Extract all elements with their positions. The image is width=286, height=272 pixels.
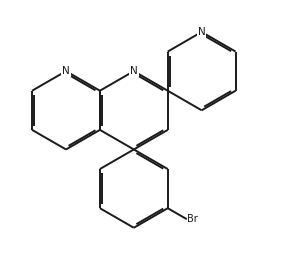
Text: N: N xyxy=(62,66,70,76)
Text: N: N xyxy=(130,66,138,76)
Text: N: N xyxy=(198,27,206,37)
Text: Br: Br xyxy=(187,214,198,224)
